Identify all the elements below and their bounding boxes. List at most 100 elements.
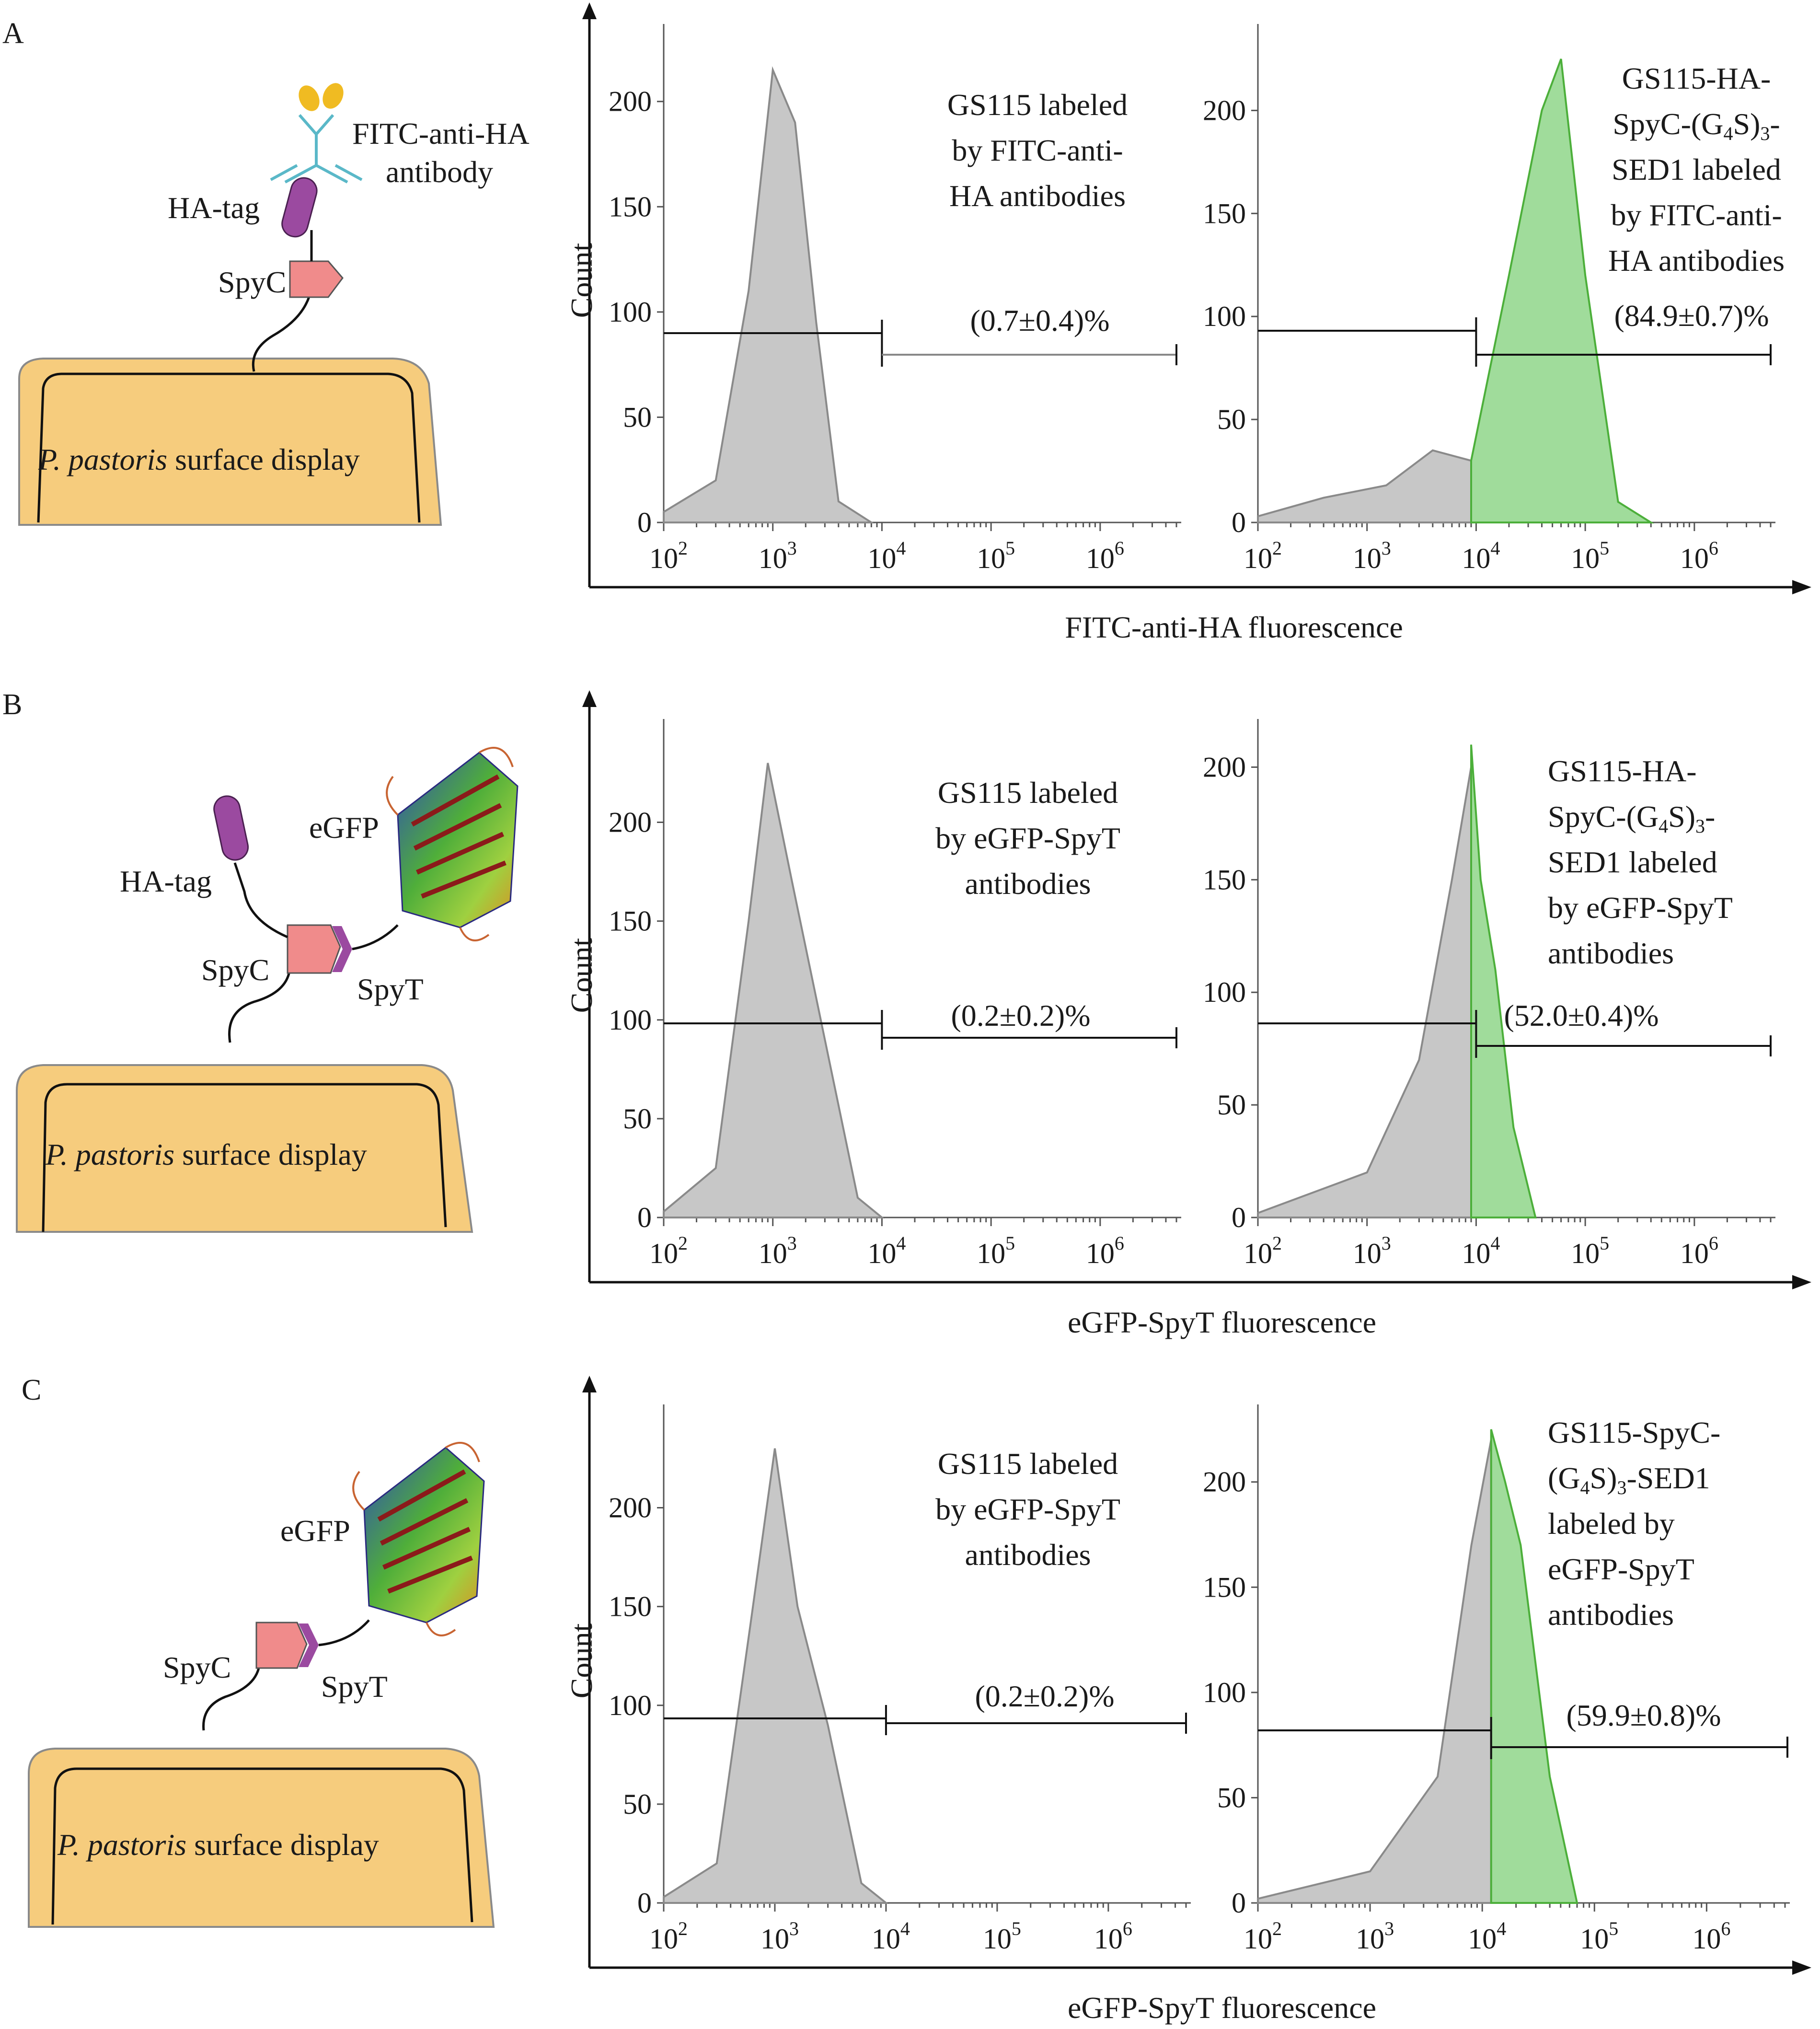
x-tick-exponent: 2 (678, 537, 688, 559)
x-tick-exponent: 5 (1005, 1232, 1015, 1254)
x-tick-exponent: 3 (1384, 1918, 1394, 1939)
y-tick-label: 150 (1203, 197, 1246, 229)
annotation-line: SED1 labeled (1612, 152, 1781, 186)
schematic-b: P. pastoris surface display SpyC SpyT HA… (16, 747, 518, 1233)
cell-label: P. pastoris surface display (45, 1137, 367, 1171)
annotation-line: labeled by (1548, 1507, 1675, 1541)
x-tick-label: 103 (759, 1232, 797, 1269)
x-tick-exponent: 6 (1721, 1918, 1730, 1939)
cell-membrane (42, 1083, 447, 1232)
annotation-line: GS115-HA- (1548, 754, 1697, 788)
y-tick-label: 50 (623, 1103, 652, 1135)
egfp-icon (352, 1442, 485, 1636)
x-tick-exponent: 2 (1272, 537, 1282, 559)
x-tick-label: 106 (1680, 537, 1718, 574)
x-axis-label: eGFP-SpyT fluorescence (1068, 1305, 1376, 1339)
axes-frame-c: eGFP-SpyT fluorescence (582, 1376, 1811, 2025)
x-tick-label: 106 (1692, 1918, 1730, 1955)
histogram-series (1257, 767, 1472, 1218)
annotation-line: eGFP-SpyT (1548, 1552, 1694, 1586)
spyc-label: SpyC (218, 265, 286, 299)
egfp-label: eGFP (309, 811, 379, 845)
fitc-icon (299, 85, 320, 111)
x-tick-label: 102 (649, 1918, 688, 1955)
panel-letter-b: B (2, 688, 22, 721)
x-tick-exponent: 3 (787, 537, 797, 559)
annotation-line: GS115-SpyC- (1548, 1415, 1720, 1449)
annotation-line: by FITC-anti- (1611, 198, 1782, 232)
linker (228, 968, 291, 1043)
annotation-part: S) (1668, 800, 1695, 834)
x-tick-label: 104 (1468, 1918, 1506, 1955)
x-tick-label: 102 (1244, 1232, 1282, 1269)
percent-label: (0.2±0.2)% (951, 998, 1090, 1032)
y-tick-label: 100 (1203, 301, 1246, 332)
x-tick-exponent: 6 (1115, 1232, 1124, 1254)
y-tick-label: 50 (1217, 1089, 1246, 1121)
x-tick-label: 106 (1086, 1232, 1124, 1269)
percent-label: (0.2±0.2)% (975, 1679, 1114, 1713)
y-tick-label: 150 (609, 905, 652, 937)
row-a: A P. pastoris surface display SpyC HA-ta… (2, 2, 1811, 644)
spyt-shape (299, 1623, 319, 1667)
x-tick-label: 106 (1680, 1232, 1718, 1269)
x-tick-label: 103 (1353, 537, 1391, 574)
y-tick-label: 200 (609, 86, 652, 117)
annotation-part: -SED1 (1626, 1461, 1710, 1495)
cell-body (28, 1748, 495, 1928)
histogram-series (1257, 449, 1472, 523)
x-tick-exponent: 4 (1490, 537, 1500, 559)
annotation-line: antibodies (965, 1538, 1091, 1572)
egfp-icon (386, 747, 518, 941)
x-tick-exponent: 4 (900, 1918, 910, 1939)
x-tick-exponent: 3 (1382, 537, 1391, 559)
x-tick-exponent: 3 (787, 1232, 797, 1254)
x-tick-exponent: 6 (1709, 537, 1718, 559)
histogram-c-left: 0 50 100 150 200 102 103 104 105 106 Count (0.2±0.2… (564, 1404, 1191, 1955)
x-tick-exponent: 3 (789, 1918, 799, 1939)
row-c: C P. pastoris surface display SpyC SpyT … (22, 1374, 1811, 2025)
annotation-line: SpyC-(G4S)3- (1548, 800, 1715, 837)
x-tick-exponent: 2 (1272, 1232, 1282, 1254)
egfp-label: eGFP (280, 1514, 350, 1548)
x-tick-exponent: 4 (1490, 1232, 1500, 1254)
x-tick-label: 103 (1356, 1918, 1394, 1955)
y-tick-label: 100 (609, 1004, 652, 1036)
x-tick-exponent: 5 (1609, 1918, 1618, 1939)
subscript: 3 (1695, 815, 1705, 837)
linker (202, 1668, 260, 1731)
panel-letter-c: C (22, 1374, 41, 1406)
histogram-series (663, 66, 875, 523)
y-tick-label: 100 (1203, 1677, 1246, 1708)
y-axis-label: Count (564, 243, 599, 318)
x-tick-exponent: 2 (1272, 1918, 1282, 1939)
x-tick-label: 103 (1353, 1232, 1391, 1269)
annotation-line: GS115 labeled (947, 88, 1128, 122)
y-tick-label: 100 (1203, 976, 1246, 1008)
y-tick-label: 200 (1203, 94, 1246, 126)
axes-frame-b: eGFP-SpyT fluorescence (582, 690, 1811, 1339)
x-tick-exponent: 4 (1497, 1918, 1506, 1939)
schematic-a: P. pastoris surface display SpyC HA-tag … (18, 83, 530, 526)
y-tick-label: 0 (1232, 1202, 1246, 1233)
x-axis-label: FITC-anti-HA fluorescence (1065, 610, 1403, 644)
x-tick-exponent: 5 (1600, 537, 1609, 559)
y-tick-label: 200 (1203, 1466, 1246, 1498)
annotation-line: GS115 labeled (938, 1447, 1118, 1481)
y-tick-label: 200 (1203, 751, 1246, 783)
annotation-line: (G4S)3-SED1 (1548, 1461, 1710, 1498)
x-tick-label: 102 (1244, 1918, 1282, 1955)
spyt-shape (332, 926, 352, 972)
x-tick-exponent: 5 (1012, 1918, 1021, 1939)
histogram-a-left: 0 50 100 150 200 102 103 104 105 106 Count (0.7±0.4… (564, 24, 1181, 574)
y-tick-label: 200 (609, 807, 652, 838)
x-tick-exponent: 3 (1382, 1232, 1391, 1254)
percent-label: (0.7±0.4)% (970, 303, 1109, 337)
subscript: 4 (1659, 815, 1668, 837)
ha-tag-label: HA-tag (168, 191, 260, 225)
annotation-line: by eGFP-SpyT (935, 821, 1120, 855)
row-b: B P. pastoris surface display SpyC SpyT … (2, 688, 1811, 1339)
spyt-linker (352, 924, 399, 951)
histogram-b-right: 0 50 100 150 200 102 103 104 105 106 (52.0±0.4)% GS… (1203, 719, 1775, 1269)
x-tick-label: 103 (759, 537, 797, 574)
